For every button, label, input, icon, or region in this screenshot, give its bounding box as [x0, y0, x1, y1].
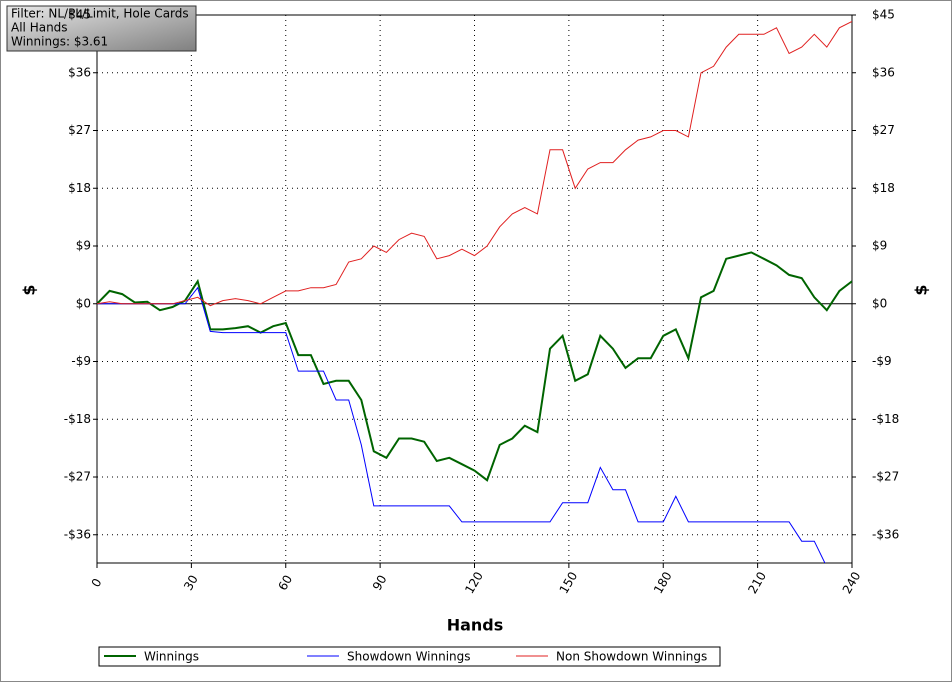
y2-tick-label: $0 — [872, 296, 887, 310]
y2-tick-label: -$36 — [872, 527, 899, 541]
series-line — [97, 251, 852, 482]
series-line — [97, 286, 826, 563]
y2-tick-label: $18 — [872, 181, 895, 195]
note-box: Filter: NL/PL/Limit, Hole Cards All Hand… — [6, 5, 197, 52]
y-tick-label: -$27 — [64, 470, 91, 484]
y2-tick-label: $27 — [872, 123, 895, 137]
note-line: Filter: NL/PL/Limit, Hole Cards — [11, 7, 189, 21]
grid — [93, 14, 856, 568]
legend-label: Showdown Winnings — [347, 650, 471, 664]
y-tick-label: $0 — [76, 296, 91, 310]
x-tick-label: 60 — [275, 573, 295, 593]
y-tick-label: -$18 — [64, 412, 91, 426]
y2-tick-label: $45 — [872, 8, 895, 22]
lines — [97, 20, 852, 563]
y-tick-label: -$36 — [64, 527, 91, 541]
legend — [98, 646, 721, 667]
y-tick-label: -$9 — [71, 354, 91, 368]
y-tick-label: $18 — [68, 181, 91, 195]
legend-label: Non Showdown Winnings — [556, 650, 707, 664]
note-line: Winnings: $3.61 — [11, 35, 108, 49]
x-tick-label: 30 — [181, 573, 201, 593]
y-axis-label: $ — [20, 284, 39, 295]
legend-label: Winnings — [144, 650, 199, 664]
y-tick-label: $9 — [76, 239, 91, 253]
note-background — [6, 5, 197, 52]
y2-axis-label: $ — [912, 284, 931, 295]
y-tick-label: $45 — [68, 8, 91, 22]
legend-items: Winnings Showdown Winnings Non Showdown Wi… — [104, 650, 707, 664]
y2-tick-label: -$27 — [872, 470, 899, 484]
y2-tick-label: -$9 — [872, 354, 892, 368]
y2-tick-label: $36 — [872, 65, 895, 79]
x-tick-label: 90 — [370, 573, 390, 593]
y-tick-label: $27 — [68, 123, 91, 137]
x-axis-label: Hands — [447, 616, 504, 635]
y2-tick-label: $9 — [872, 239, 887, 253]
y-tick-label: $36 — [68, 65, 91, 79]
y2-tick-label: -$18 — [872, 412, 899, 426]
note-line: All Hands — [11, 21, 68, 35]
series-line — [97, 20, 852, 307]
